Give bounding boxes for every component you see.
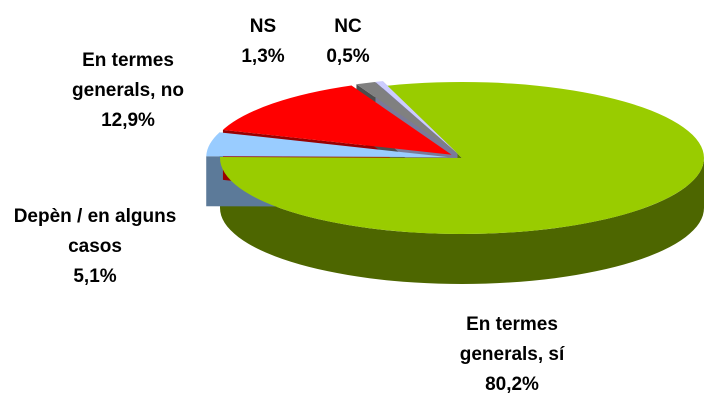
category-name: NS (249, 16, 277, 37)
slice (222, 85, 452, 155)
slice (206, 132, 449, 158)
slice (375, 81, 458, 154)
slice-side (220, 158, 704, 284)
category-name: Depèn / en alguns casos (13, 206, 177, 257)
slice-label: En termes generals, sí 80,2% (432, 310, 592, 400)
value-label: 1,3% (241, 46, 285, 67)
value-label: 5,1% (73, 266, 117, 287)
value-label: 12,9% (101, 110, 155, 131)
category-name: En termes generals, no (72, 50, 184, 101)
slice-label: Depèn / en alguns casos 5,1% (8, 202, 183, 292)
slice-label: NC 0,5% (318, 12, 378, 72)
slice-label: En termes generals, no 12,9% (43, 46, 213, 136)
value-label: 80,2% (485, 374, 539, 395)
slice (356, 81, 457, 154)
value-label: 0,5% (326, 46, 370, 67)
category-name: En termes generals, sí (459, 314, 565, 365)
slice (219, 82, 705, 235)
slice-label: NS 1,3% (233, 12, 293, 72)
category-name: NC (334, 16, 362, 37)
